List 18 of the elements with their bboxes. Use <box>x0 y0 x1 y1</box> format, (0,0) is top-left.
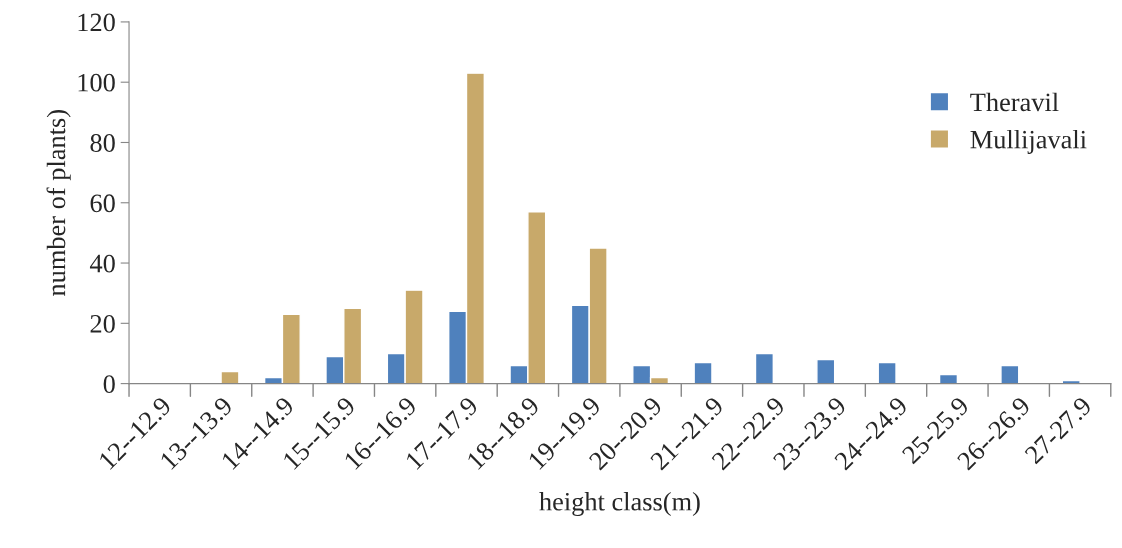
y-tick-label: 40 <box>89 254 115 273</box>
legend-label: Theravil <box>970 92 1059 112</box>
x-axis-title: height class(m) <box>539 492 700 517</box>
legend-label: Mullijavali <box>970 129 1087 154</box>
bar <box>220 370 240 384</box>
y-tick-label: 80 <box>90 134 115 152</box>
y-tick-label: 20 <box>90 314 115 333</box>
bar <box>754 352 774 384</box>
y-tick-label: 60 <box>90 194 115 213</box>
bar <box>938 373 959 384</box>
y-tick-label: 100 <box>78 73 115 92</box>
y-axis-title: number of plants) <box>46 110 71 296</box>
y-tick-label: 0 <box>103 375 115 394</box>
bar <box>1000 364 1020 384</box>
bar <box>693 361 713 384</box>
y-tick-label: 120 <box>78 13 115 32</box>
bar <box>816 358 836 384</box>
bar <box>877 361 897 384</box>
